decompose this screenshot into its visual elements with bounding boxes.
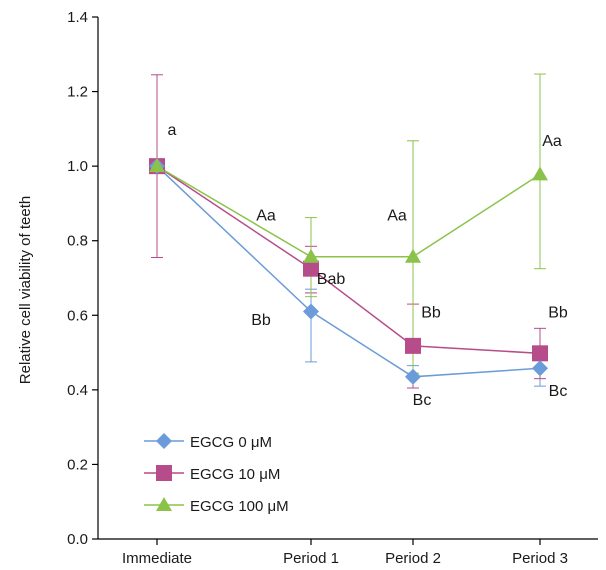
x-tick-label: Immediate (122, 550, 192, 567)
annotation-label: Bc (413, 392, 432, 409)
series-line-3 (156, 165, 541, 258)
y-tick-label: 0.4 (67, 382, 88, 399)
series-markers-3 (149, 158, 548, 263)
data-point (532, 360, 548, 377)
annotation-label: Bb (421, 305, 441, 322)
y-tick-label: 0.6 (67, 307, 88, 324)
axes (97, 17, 598, 540)
y-tick-label: 0.8 (67, 233, 88, 250)
legend-marker (156, 465, 172, 481)
data-point (405, 337, 421, 354)
x-tick-label: Period 3 (512, 550, 568, 567)
error-bars-3 (305, 73, 546, 374)
annotation-label: Bb (548, 305, 568, 322)
legend-label: EGCG 100 μM (190, 498, 289, 515)
annotation-label: Aa (387, 208, 407, 225)
series-layer (149, 73, 548, 389)
legend-marker (156, 433, 172, 449)
legend-marker (156, 497, 172, 511)
data-point (405, 248, 421, 263)
x-tick-label: Period 2 (385, 550, 441, 567)
data-point (303, 303, 319, 320)
y-tick-label: 1.4 (67, 9, 88, 26)
data-point (303, 248, 319, 263)
legend-item-3: EGCG 100 μM (144, 497, 289, 515)
annotation-label: Aa (256, 208, 276, 225)
legend-item-2: EGCG 10 μM (144, 465, 280, 483)
y-axis-label: Relative cell viability of teeth (17, 196, 34, 384)
y-tick-label: 1.0 (67, 158, 88, 175)
data-point (405, 368, 421, 385)
annotation-label: Bc (549, 383, 568, 400)
legend: EGCG 0 μM EGCG 10 μM EGCG 100 μM (144, 433, 289, 515)
y-tick-label: 0.2 (67, 456, 88, 473)
y-tick-label: 0.0 (67, 531, 88, 548)
annotation-label: Bab (317, 271, 346, 288)
annotation-layer: a Aa Bab Bb Aa Bb Bc Aa Bb Bc (168, 122, 568, 409)
annotation-label: Aa (542, 133, 562, 150)
series-line-2 (156, 165, 541, 355)
series-line-1 (156, 165, 541, 378)
x-axis-ticks: Immediate Period 1 Period 2 Period 3 (122, 539, 568, 567)
legend-item-1: EGCG 0 μM (144, 433, 272, 451)
y-tick-label: 1.2 (67, 84, 88, 101)
annotation-label: Bb (251, 312, 271, 329)
legend-label: EGCG 10 μM (190, 466, 280, 483)
legend-label: EGCG 0 μM (190, 434, 272, 451)
annotation-label: a (168, 122, 177, 139)
error-bars-2 (151, 74, 546, 389)
data-point (303, 260, 319, 277)
data-point (532, 345, 548, 362)
data-point (532, 166, 548, 181)
y-axis-ticks: 0.0 0.2 0.4 0.6 0.8 1.0 1.2 1.4 (67, 9, 98, 548)
x-tick-label: Period 1 (283, 550, 339, 567)
series-markers-2 (149, 158, 548, 362)
data-point (149, 158, 165, 173)
